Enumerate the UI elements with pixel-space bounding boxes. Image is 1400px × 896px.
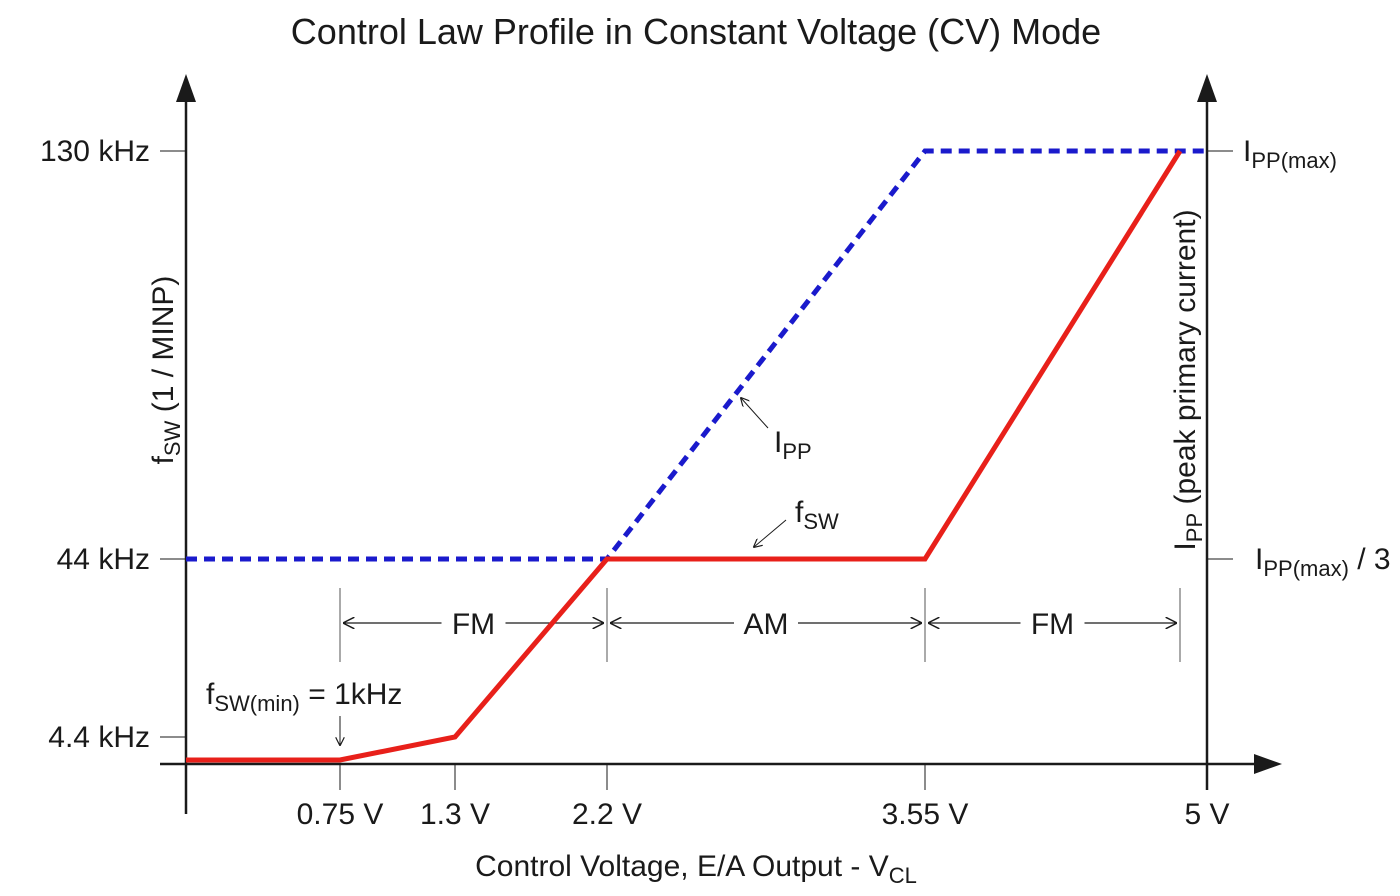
right-y-axis-label: IPP (peak primary current) [1169, 209, 1207, 550]
fsw-series-label: fSW [754, 496, 839, 547]
x-tick-label-2-2-v: 2.2 V [572, 798, 642, 831]
y-right-tick-label-third: IPP(max) / 3 [1255, 543, 1391, 581]
svg-text:fSW: fSW [795, 496, 839, 534]
x-axis-label-sub: CL [889, 863, 917, 888]
x-tick-label-0-75-v: 0.75 V [297, 798, 384, 831]
ipp-series-label: IPP [741, 398, 812, 464]
x-tick-label-1-3-v: 1.3 V [420, 798, 490, 831]
svg-text:IPP: IPP [774, 426, 812, 464]
y-left-ticks: 130 kHz 44 kHz 4.4 kHz [40, 135, 186, 754]
svg-text:fSW(min) = 1kHz: fSW(min) = 1kHz [206, 678, 402, 716]
x-ticks: 0.75 V 1.3 V 2.2 V 3.55 V 5 V [297, 764, 1230, 831]
region-markers: FM AM FM [339, 588, 1181, 662]
x-tick-label-5-v: 5 V [1184, 798, 1229, 831]
y-right-ticks: IPP(max) IPP(max) / 3 [1207, 135, 1391, 581]
ipp-label-pointer [741, 398, 769, 429]
fsw-min-annotation: fSW(min) = 1kHz [206, 678, 402, 745]
y-left-tick-label-4-4-khz: 4.4 kHz [48, 721, 150, 754]
left-y-axis-arrow [176, 74, 196, 102]
x-tick-label-3-55-v: 3.55 V [882, 798, 969, 831]
x-axis-label: Control Voltage, E/A Output - VCL [475, 850, 917, 888]
axes [160, 74, 1282, 814]
y-right-tick-label-max: IPP(max) [1243, 135, 1337, 173]
region-label-am-1: AM [744, 608, 789, 641]
y-left-tick-label-44-khz: 44 kHz [57, 543, 150, 576]
y-left-tick-label-130-khz: 130 kHz [40, 135, 150, 168]
region-label-fm-0: FM [452, 608, 495, 641]
series-group [185, 148, 1208, 763]
series-line-fsw [186, 149, 1183, 763]
right-y-axis-arrow [1197, 74, 1217, 102]
region-label-fm-2: FM [1031, 608, 1074, 641]
fsw-label-pointer [754, 519, 787, 547]
x-axis-arrow [1254, 754, 1282, 774]
left-y-axis-label: fSW (1 / MINP) [147, 276, 185, 465]
chart-title: Control Law Profile in Constant Voltage … [291, 11, 1101, 52]
